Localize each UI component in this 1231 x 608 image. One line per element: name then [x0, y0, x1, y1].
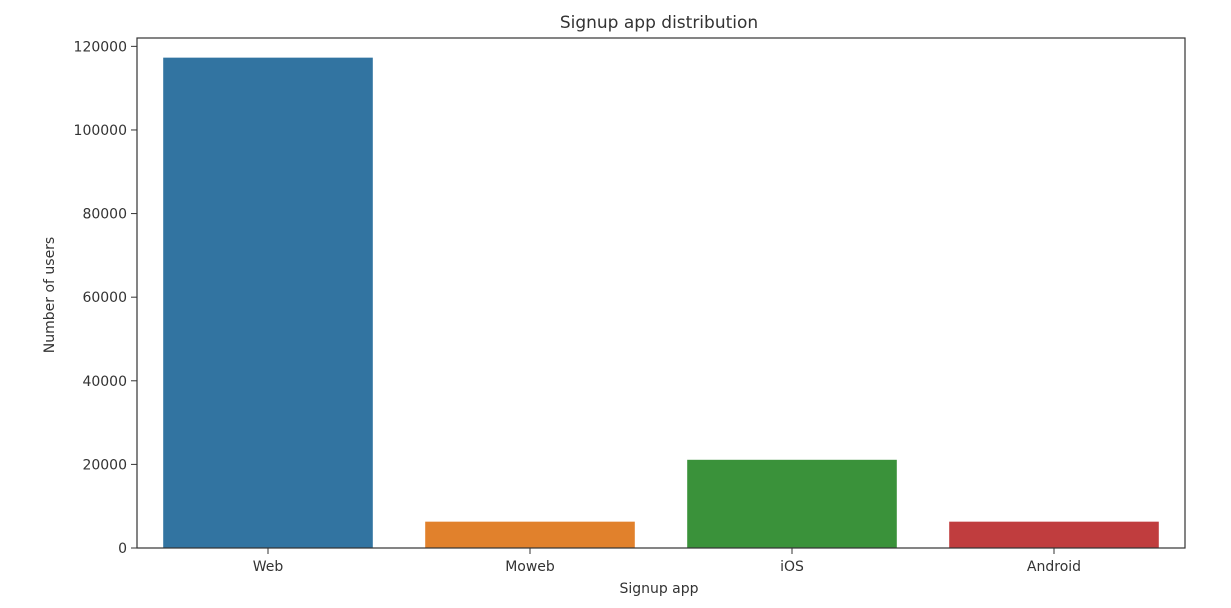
y-tick-label: 20000: [82, 457, 127, 473]
y-tick-label: 100000: [74, 123, 127, 139]
bar-ios: [687, 459, 897, 548]
y-tick-label: 40000: [82, 374, 127, 390]
bar-android: [949, 521, 1159, 548]
x-tick-label: Android: [1027, 559, 1081, 575]
chart-title: Signup app distribution: [560, 13, 758, 33]
bar-web: [163, 57, 373, 548]
x-tick-label: Web: [253, 559, 284, 575]
y-tick-label: 80000: [82, 207, 127, 223]
y-axis: 0 20000 40000 60000 80000 100000 120000: [74, 39, 137, 557]
y-tick-label: 120000: [74, 39, 127, 55]
y-tick-label: 0: [118, 541, 127, 557]
bars-layer: [163, 57, 1159, 548]
x-axis: Web Moweb iOS Android: [253, 548, 1081, 575]
x-axis-title: Signup app: [619, 581, 698, 597]
y-tick-label: 60000: [82, 290, 127, 306]
bar-moweb: [425, 521, 635, 548]
plot-frame: [136, 37, 1186, 549]
x-tick-label: Moweb: [505, 559, 555, 575]
y-axis-title: Number of users: [42, 237, 58, 353]
x-tick-label: iOS: [780, 559, 804, 575]
